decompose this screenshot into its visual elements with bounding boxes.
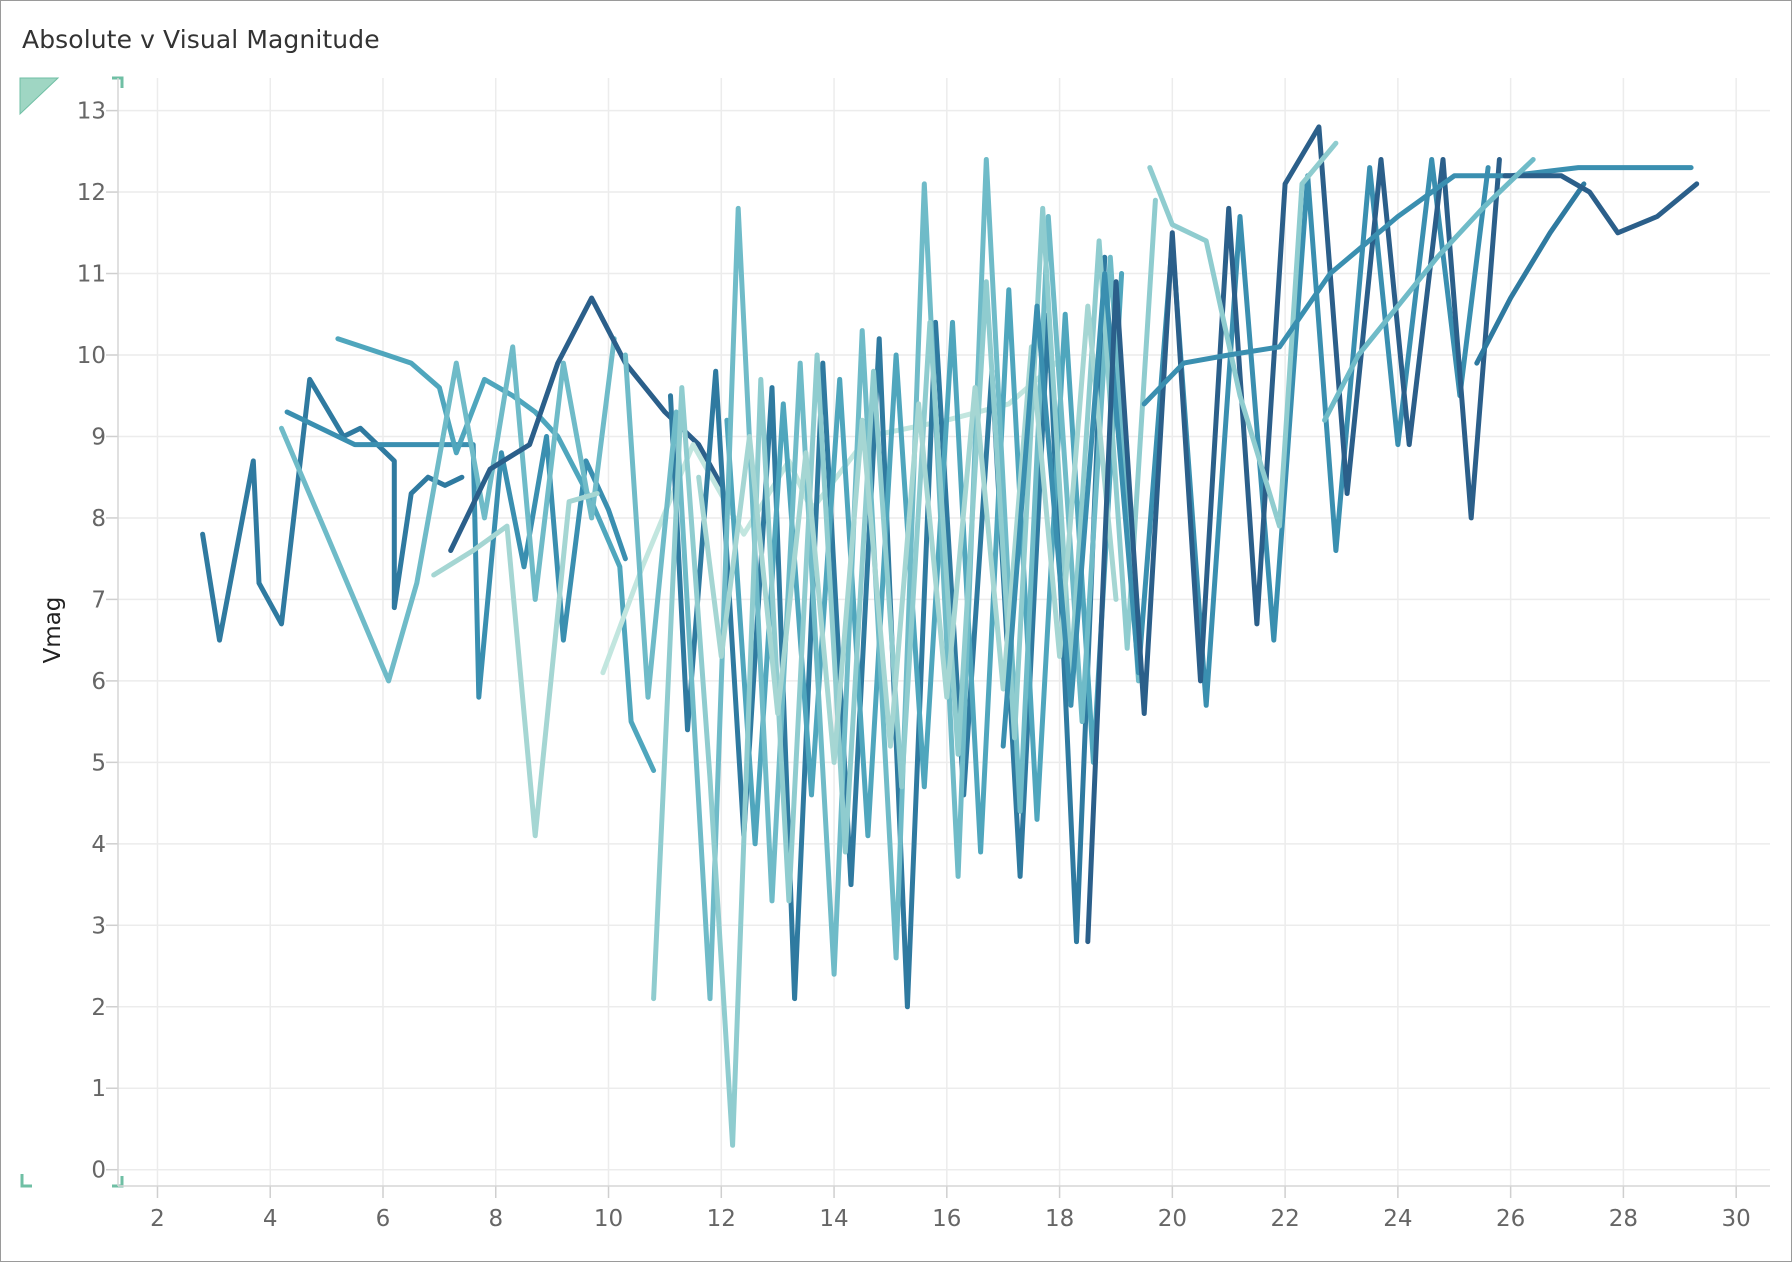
y-tick-label: 8	[91, 506, 106, 532]
plot-corner-marks	[19, 76, 124, 1188]
series-group	[200, 124, 1700, 1148]
x-tick-label: 28	[1609, 1206, 1638, 1232]
x-tick-label: 8	[488, 1206, 503, 1232]
series-line-5[interactable]	[431, 491, 600, 839]
series-line-11[interactable]	[651, 197, 1158, 1148]
series-line-18[interactable]	[1502, 173, 1700, 236]
chart-title: Absolute v Visual Magnitude	[22, 25, 380, 54]
series-line-16[interactable]	[1141, 165, 1694, 407]
x-tick-label: 16	[932, 1206, 961, 1232]
corner-bracket-bottom-right	[112, 1176, 124, 1188]
corner-bracket-bottom-left	[20, 1174, 32, 1188]
x-tick-label: 12	[707, 1206, 736, 1232]
y-tick-label: 0	[91, 1158, 106, 1184]
series-line-19[interactable]	[1322, 157, 1536, 423]
x-tick-label: 30	[1722, 1206, 1751, 1232]
x-tick-label: 10	[594, 1206, 623, 1232]
series-line-14[interactable]	[1085, 124, 1502, 945]
series-line-1[interactable]	[200, 376, 465, 643]
y-tick-label: 5	[91, 750, 106, 776]
y-tick-label: 11	[77, 262, 106, 288]
series-line-3[interactable]	[335, 336, 657, 773]
x-tick-label: 6	[376, 1206, 391, 1232]
y-axis-title: Vmag	[40, 597, 66, 664]
corner-bracket-top-right	[112, 76, 124, 88]
y-tick-label: 7	[91, 587, 106, 613]
y-tick-label: 2	[91, 995, 106, 1021]
y-tick-label: 3	[91, 913, 106, 939]
view-toggle-icon[interactable]	[19, 77, 60, 116]
y-tick-label: 10	[77, 343, 106, 369]
x-tick-label: 14	[819, 1206, 848, 1232]
x-tick-label: 24	[1383, 1206, 1412, 1232]
series-line-17[interactable]	[1474, 181, 1587, 366]
y-tick-label: 1	[91, 1076, 106, 1102]
series-line-4[interactable]	[279, 336, 617, 684]
axes: 2 4 6 8 10 12 14 16 18 20 22 24 26 28 3001234567891011…	[77, 78, 1770, 1232]
series-line-2[interactable]	[284, 409, 628, 700]
y-tick-label: 6	[91, 669, 106, 695]
x-tick-label: 2	[150, 1206, 165, 1232]
y-tick-label: 13	[77, 99, 106, 125]
y-tick-label: 9	[91, 424, 106, 450]
x-tick-label: 20	[1158, 1206, 1187, 1232]
series-line-12[interactable]	[696, 303, 1119, 765]
x-tick-label: 18	[1045, 1206, 1074, 1232]
x-tick-label: 4	[263, 1206, 278, 1232]
series-line-15[interactable]	[1147, 140, 1339, 529]
x-tick-label: 26	[1496, 1206, 1525, 1232]
y-tick-label: 12	[77, 180, 106, 206]
series-line-13[interactable]	[1000, 157, 1491, 749]
y-tick-label: 4	[91, 832, 106, 858]
x-tick-label: 22	[1270, 1206, 1299, 1232]
